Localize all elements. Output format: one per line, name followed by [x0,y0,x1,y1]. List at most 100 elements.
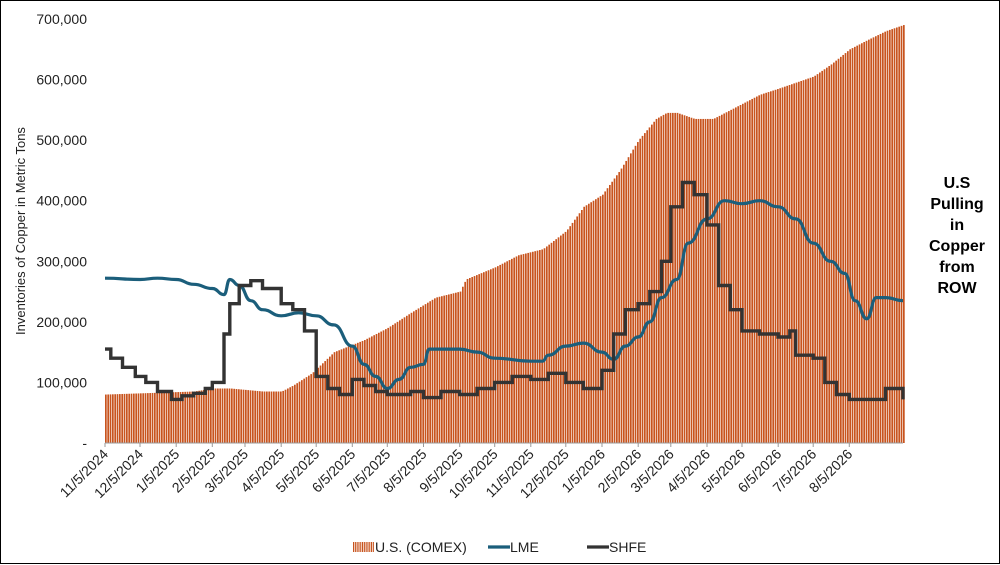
comex-bar [389,326,392,443]
comex-bar [592,200,595,443]
comex-bar [667,112,670,443]
comex-bar [877,35,880,444]
comex-bar [450,293,453,443]
comex-bar [170,392,173,443]
comex-bar [760,94,763,443]
comex-bar [793,83,796,443]
legend: U.S. (COMEX) LME SHFE [353,539,646,555]
comex-bar [175,392,177,443]
comex-bar [655,118,658,443]
comex-bar [333,352,336,443]
comex-bar [658,117,660,443]
comex-bar [730,109,733,444]
comex-bar [245,389,247,443]
comex-bar [711,118,714,443]
comex-bar [543,248,546,443]
comex-bar [305,377,308,443]
comex-bar [529,252,532,443]
comex-bar [872,37,875,444]
comex-bar [492,268,495,443]
comex-bar [826,67,828,443]
annotation-line: Pulling [930,196,984,213]
comex-bar [562,233,565,443]
comex-bar [189,391,191,443]
comex-bar [744,102,747,443]
comex-bar [595,199,597,443]
y-tick-label: 200,000 [36,314,87,330]
comex-bar [149,393,152,443]
comex-bar [128,393,131,443]
comex-bar [142,393,145,443]
comex-bar [480,273,483,443]
comex-bar [499,264,502,443]
comex-bar [616,175,618,443]
comex-bar [277,391,280,443]
comex-bar [361,340,364,443]
comex-bar [585,205,588,443]
comex-bar [637,142,639,444]
legend-swatch-bar [369,542,371,552]
comex-bar [851,48,854,443]
comex-bar [224,388,226,443]
comex-bar [557,237,560,443]
comex-bar [301,380,303,443]
comex-bar [723,113,726,444]
comex-bar [898,26,901,443]
comex-bar [639,138,642,444]
comex-bar [319,365,322,443]
comex-bar [781,87,784,443]
comex-bar [795,82,798,443]
legend-swatch-bar [353,542,355,552]
comex-bar [259,391,261,443]
comex-bar [648,127,651,444]
comex-bar [413,311,415,443]
comex-bar [317,367,320,443]
comex-bar [606,188,609,443]
comex-bar [203,390,205,443]
comex-bar [144,393,147,443]
comex-bar [870,38,873,443]
comex-bar [294,384,296,443]
comex-bar [256,390,259,443]
comex-bar [476,275,478,443]
comex-bar [233,388,236,443]
comex-bar [303,378,306,443]
comex-bar [665,113,667,443]
comex-bar [858,44,861,443]
comex-bar [408,314,411,443]
comex-bar [417,308,420,443]
comex-bar [536,250,539,443]
comex-bar [903,25,905,444]
comex-bar [737,106,740,443]
y-tick-label: - [82,435,87,451]
legend-swatch-bar [358,542,360,552]
comex-bar [179,391,182,443]
comex-bar [326,358,329,443]
comex-bar [249,390,252,443]
comex-bar [296,383,299,443]
comex-bar [613,178,616,443]
y-axis-title: Inventories of Copper in Metric Tons [13,127,28,335]
comex-bar [469,278,471,443]
comex-bar [380,331,383,443]
comex-bar [861,43,863,443]
comex-bar [506,261,509,443]
comex-bar [308,375,310,443]
comex-bar [814,75,817,444]
comex-bar [434,298,436,443]
comex-bar [739,105,742,443]
comex-bar [758,95,761,443]
comex-bar [865,40,868,444]
comex-bar [336,351,338,443]
comex-bar [422,305,425,443]
comex-bar [884,31,887,444]
comex-bar [198,390,201,443]
comex-bar [205,389,208,443]
comex-bar [569,226,572,443]
comex-bar [378,332,380,443]
comex-bar [742,103,744,444]
legend-swatch-bar [354,542,356,552]
comex-bar [602,194,604,443]
comex-bar [828,66,831,443]
